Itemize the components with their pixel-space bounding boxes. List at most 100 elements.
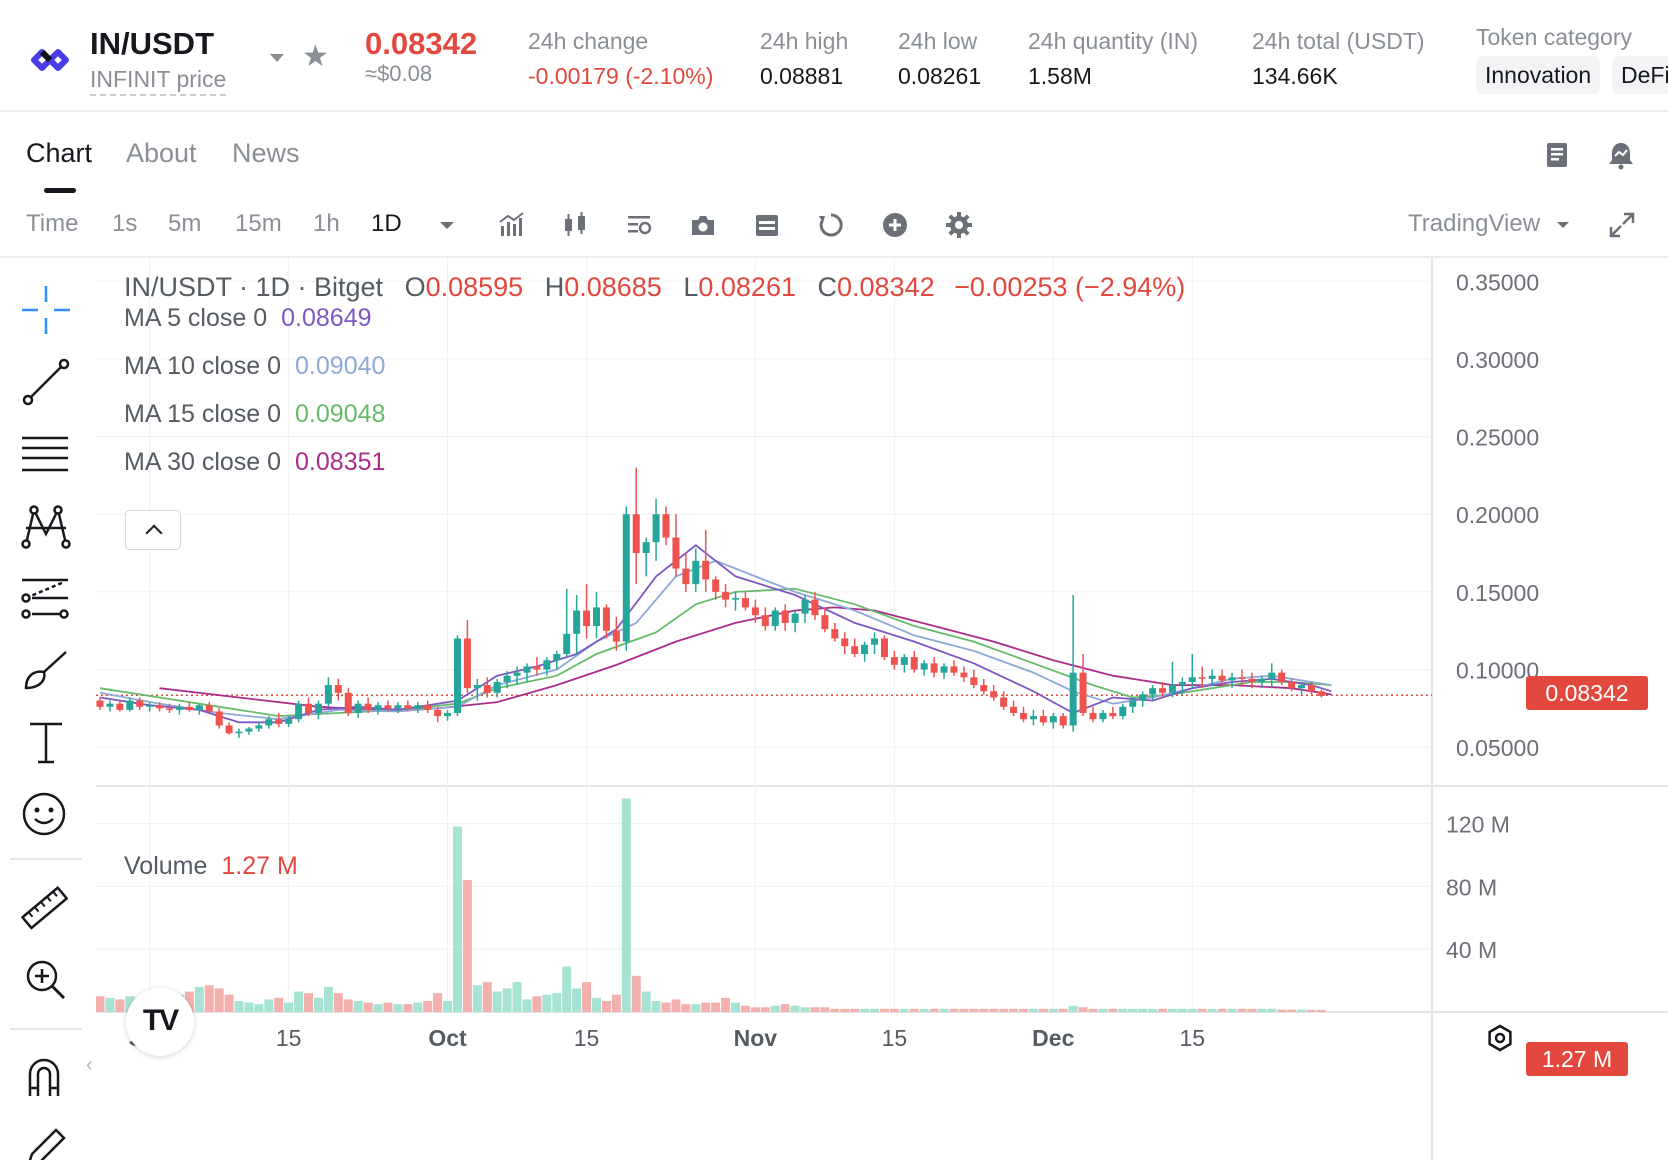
text-tool-icon[interactable] [20,716,72,768]
stat-value: 134.66K [1252,63,1338,89]
stat-24h-low: 24h low 0.08261 [898,28,981,90]
volume-bar [433,993,443,1012]
emoji-icon[interactable] [20,788,72,840]
volume-bar [979,1008,989,1012]
last-price-axis-tag: 0.08342 [1526,676,1648,710]
scroll-left-icon[interactable]: ‹ [86,1054,93,1076]
volume-bar [770,1005,780,1012]
zoom-in-icon[interactable] [20,954,72,1006]
candle-body [503,675,511,682]
last-volume-axis-tag: 1.27 M [1526,1042,1628,1076]
volume-bar [115,999,125,1012]
crosshair-icon[interactable] [20,284,72,336]
stat-24h-high: 24h high 0.08881 [760,28,848,90]
star-icon[interactable]: ★ [302,40,329,73]
pattern-tool-icon[interactable] [20,500,72,552]
pair-title[interactable]: IN/USDT [90,26,214,61]
candle-body [920,663,928,670]
volume-bar [1038,1008,1048,1012]
candle-body [831,629,839,639]
volume-bar [790,1005,800,1012]
ma-legend-row[interactable]: MA 10 close 0 0.09040 [124,352,385,381]
chevron-down-icon[interactable] [270,54,284,62]
volume-bar [731,1002,741,1012]
volume-bar [492,991,502,1012]
category-tag[interactable]: Innovation [1476,56,1601,94]
ruler-icon[interactable] [20,882,72,934]
tradingview-logo[interactable]: TV [126,988,194,1056]
candle-body [811,599,819,616]
candle-body [116,703,124,710]
pencil-icon[interactable] [20,1122,72,1160]
stat-value: -0.00179 (-2.10%) [528,63,714,89]
candle-body [732,598,740,600]
ohlc-legend: IN/USDT · 1D · Bitget O0.08595 H0.08685 … [124,272,1185,303]
tab-news[interactable]: News [232,138,300,168]
interval-5m[interactable]: 5m [168,210,202,237]
ma-legend-row[interactable]: MA 5 close 0 0.08649 [124,304,372,333]
indicators-icon[interactable] [496,210,526,240]
volume-bar [1138,1008,1148,1012]
horizontal-lines-icon[interactable] [20,428,72,480]
add-icon[interactable] [880,210,910,240]
chart-settings-list-icon[interactable] [624,210,654,240]
gear-icon[interactable] [944,210,974,240]
content-tabs: Chart About News [0,112,1668,198]
volume-bar [860,1008,870,1012]
candle-body [96,700,104,707]
volume-bar [502,988,512,1012]
candle-body [990,691,998,698]
chart-provider-select[interactable]: TradingView [1408,210,1541,237]
candle-body [1159,688,1167,693]
ma-legend-row[interactable]: MA 15 close 0 0.09048 [124,400,385,429]
volume-bar [542,994,552,1012]
magnet-icon[interactable] [20,1050,72,1102]
interval-1s[interactable]: 1s [112,210,138,237]
candle-body [1019,713,1027,720]
ma-label: MA 30 close 0 [124,448,282,476]
chevron-down-icon[interactable] [432,210,462,240]
volume-bar [1118,1008,1128,1012]
candle-body [1258,678,1266,682]
replay-icon[interactable] [816,210,846,240]
volume-bar [1267,1008,1277,1012]
volume-bar [1177,1008,1187,1012]
interval-15m[interactable]: 15m [235,210,282,237]
chevron-down-icon[interactable] [1548,210,1578,240]
volume-bar [999,1008,1009,1012]
collapse-legend-button[interactable] [125,510,181,550]
pair-subtitle[interactable]: INFINIT price [90,66,227,96]
volume-label: Volume [124,852,208,880]
candle-body [662,514,670,538]
ma-legend-row[interactable]: MA 30 close 0 0.08351 [124,448,385,477]
chart-canvas[interactable]: 0.35000 0.30000 0.25000 0.20000 0.15000 0.100… [96,258,1668,1160]
camera-icon[interactable] [688,210,718,240]
candle-body [1089,713,1097,720]
price-chart[interactable]: 0.35000 0.30000 0.25000 0.20000 0.15000 0.100… [86,258,1668,1160]
price-alert-icon[interactable] [1606,140,1636,170]
compare-icon[interactable] [752,210,782,240]
candle-style-icon[interactable] [560,210,590,240]
trend-line-icon[interactable] [20,356,72,408]
interval-1d[interactable]: 1D [371,210,402,237]
interval-time[interactable]: Time [26,210,79,237]
fullscreen-icon[interactable] [1607,210,1637,240]
candle-body [324,685,332,704]
order-book-icon[interactable] [1542,140,1572,170]
price-tick-label: 0.05000 [1456,735,1539,761]
brush-icon[interactable] [20,644,72,696]
candle-body [285,719,293,724]
candle-body [1188,677,1196,682]
tab-about[interactable]: About [126,138,197,168]
volume-bar [850,1008,860,1012]
tab-chart[interactable]: Chart [26,138,93,168]
low-value: 0.08261 [698,272,796,302]
prediction-tool-icon[interactable] [20,572,72,624]
candle-body [126,700,134,710]
volume-bar [611,994,621,1012]
ma-label: MA 15 close 0 [124,400,282,428]
stat-token-category: Token category [1476,24,1632,51]
interval-1h[interactable]: 1h [313,210,340,237]
time-tick-label: Nov [734,1025,778,1051]
category-tag[interactable]: DeFi [1612,56,1668,94]
